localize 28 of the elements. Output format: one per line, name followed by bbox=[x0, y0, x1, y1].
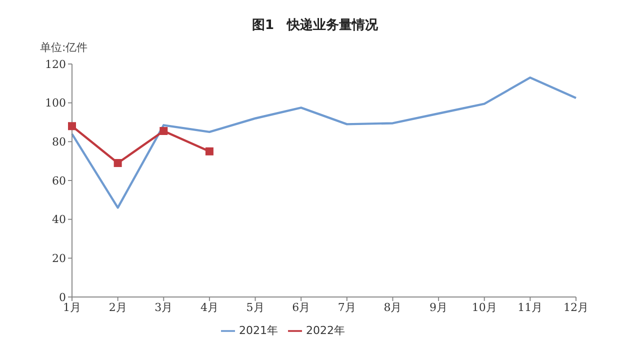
point bbox=[68, 122, 76, 130]
y-tick-label: 60 bbox=[52, 174, 66, 188]
point bbox=[205, 147, 214, 156]
y-tick-label: 0 bbox=[59, 290, 66, 304]
line-series bbox=[70, 76, 578, 209]
x-tick-label: 11月 bbox=[518, 300, 543, 314]
point bbox=[114, 159, 122, 168]
x-tick-label: 4月 bbox=[200, 300, 218, 314]
y-tick-label: 20 bbox=[52, 252, 66, 266]
y-tick-label: 40 bbox=[52, 213, 66, 226]
y-tick-label: 120 bbox=[45, 58, 66, 71]
x-tick-label: 8月 bbox=[384, 300, 402, 314]
y-tick-label: 80 bbox=[52, 136, 66, 149]
legend-label: 2021年 bbox=[239, 324, 278, 337]
x-tick-label: 1月 bbox=[63, 300, 81, 314]
x-tick-label: 10月 bbox=[472, 300, 497, 314]
legend-label: 2022年 bbox=[306, 324, 345, 337]
point bbox=[160, 126, 168, 135]
chart-title: 图1 快递业务量情况 bbox=[250, 16, 380, 34]
x-tick-label: 5月 bbox=[246, 300, 264, 314]
x-tick-label: 3月 bbox=[154, 300, 173, 314]
x-tick-label: 2月 bbox=[108, 300, 127, 314]
y-axis-title: 单位:亿件 bbox=[40, 40, 88, 55]
y-tick-label: 100 bbox=[45, 96, 66, 110]
x-tick-label: 12月 bbox=[564, 300, 588, 314]
x-tick-label: 6月 bbox=[292, 300, 310, 314]
x-tick-label: 7月 bbox=[338, 300, 356, 314]
x-tick-label: 9月 bbox=[430, 300, 448, 314]
